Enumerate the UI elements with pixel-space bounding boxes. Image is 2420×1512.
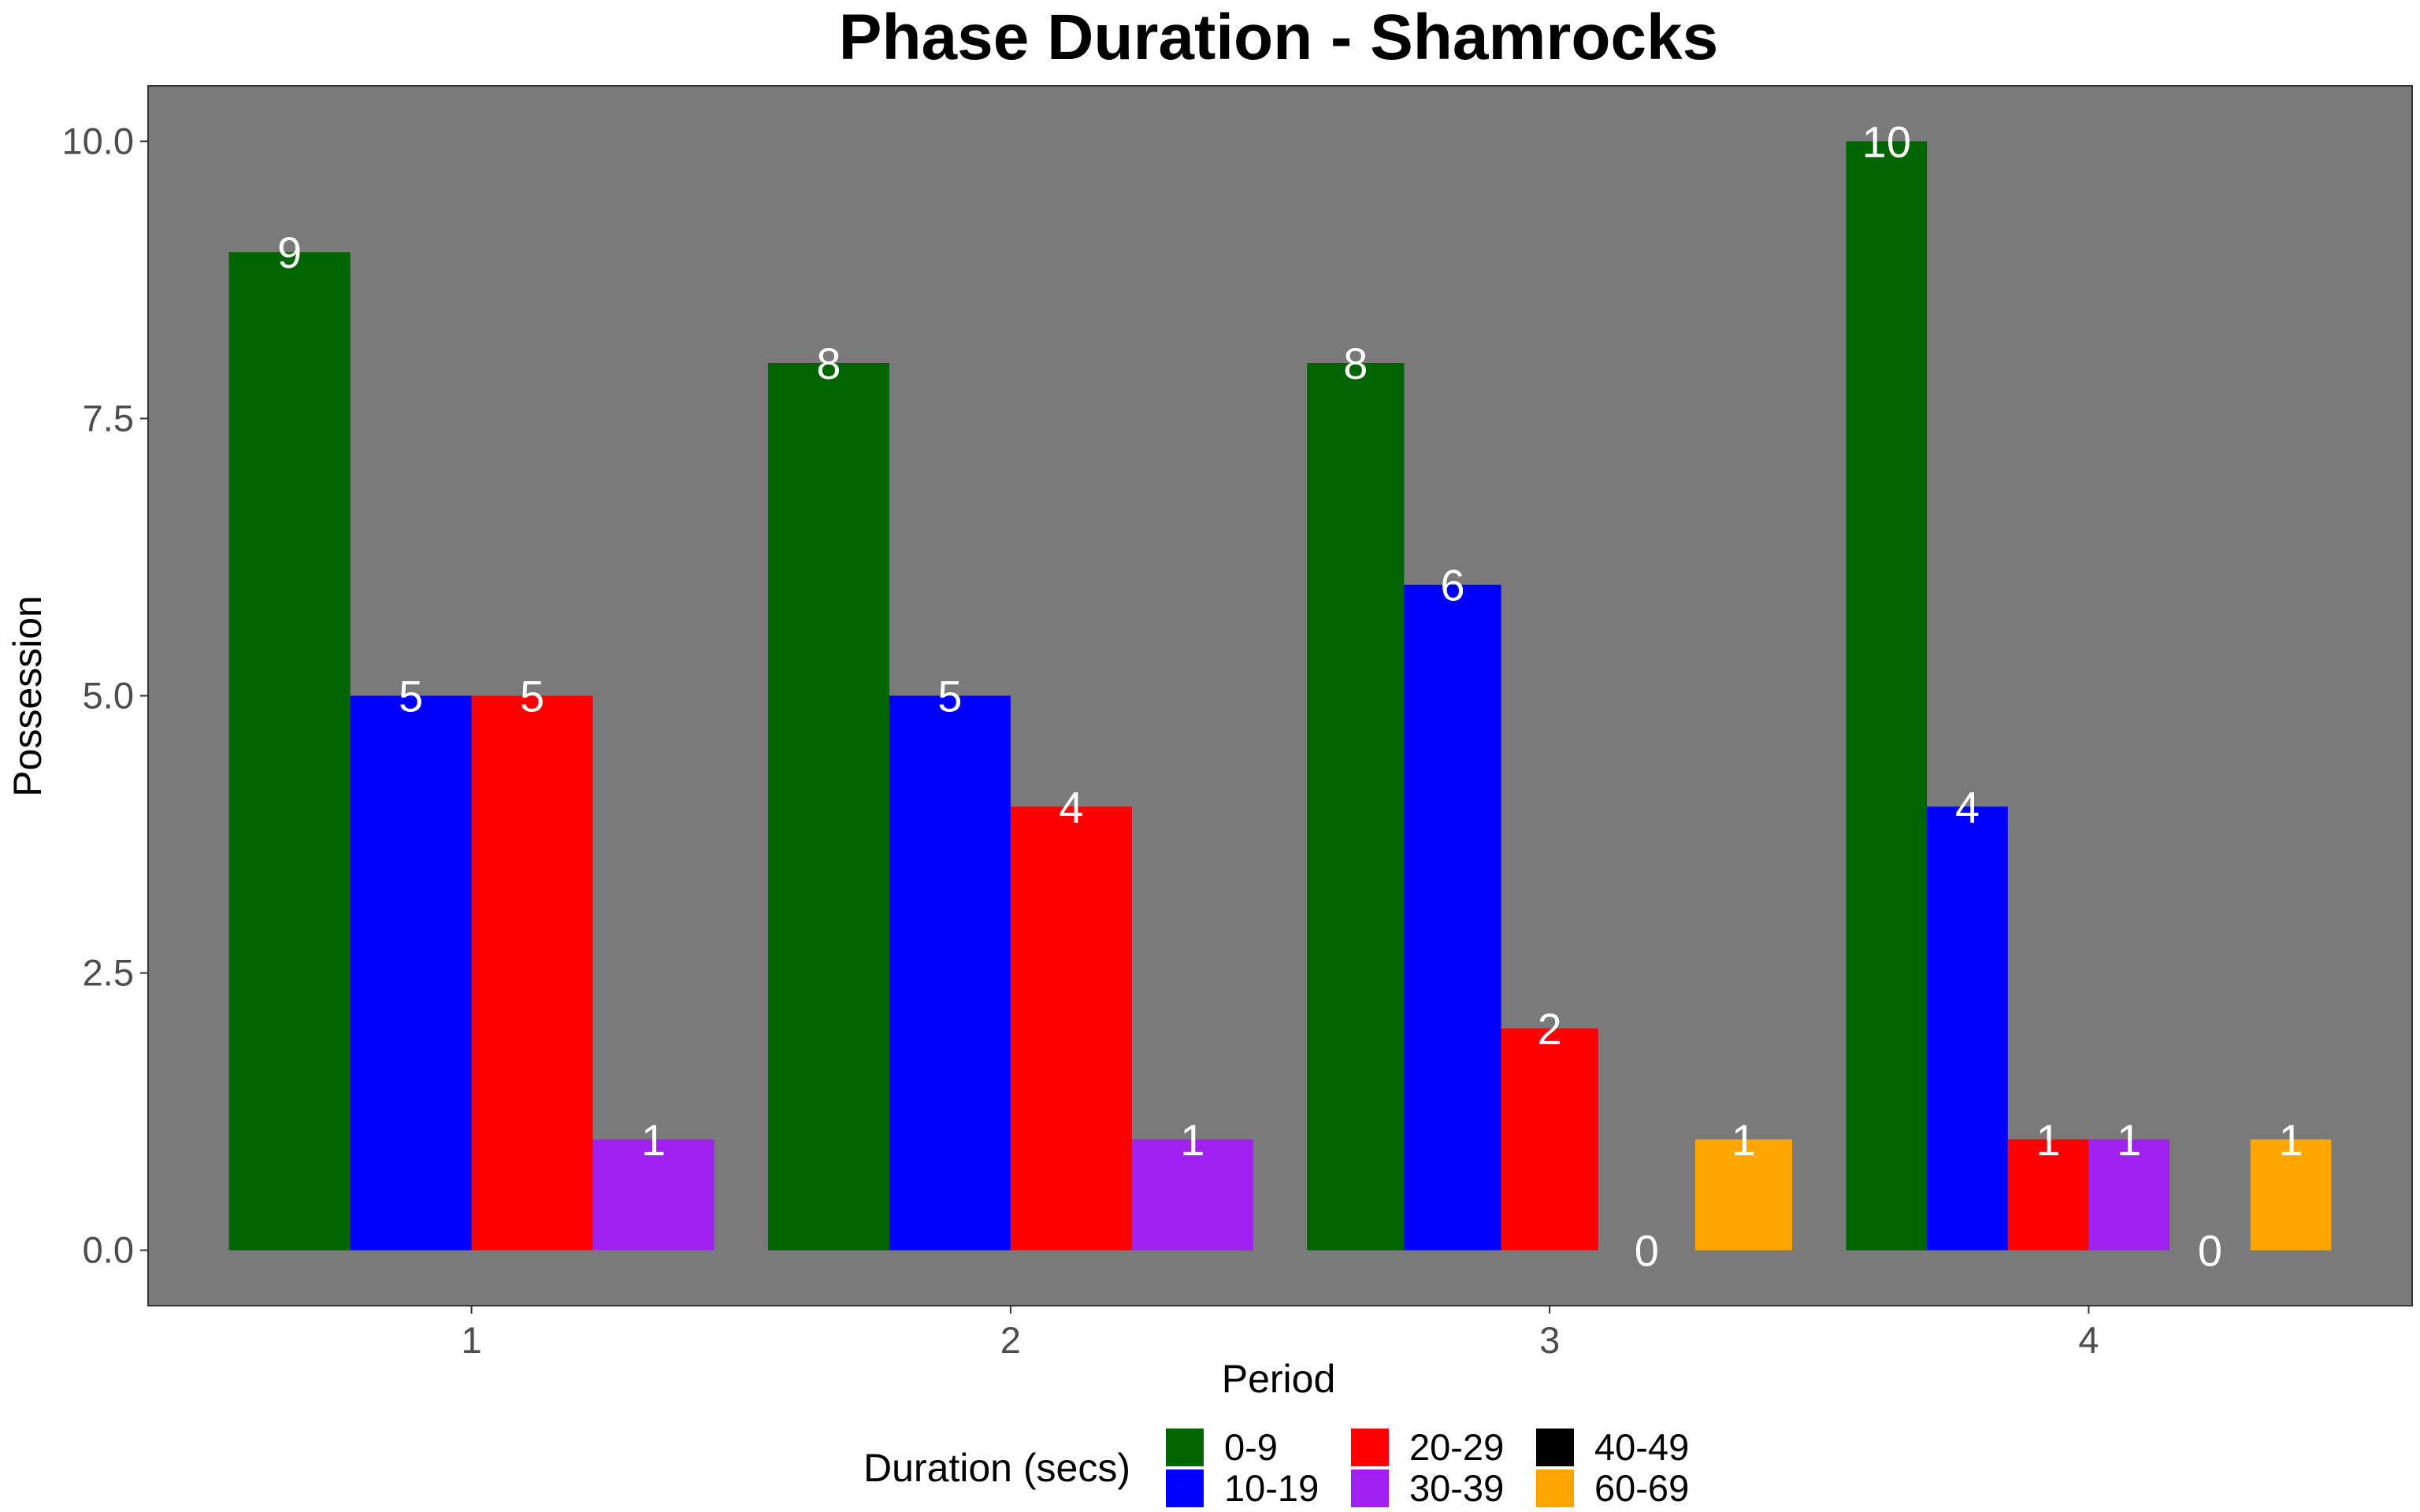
y-tick-label: 2.5 [83, 952, 134, 994]
bar-10-19 [889, 695, 1011, 1251]
bar-value-label: 5 [520, 672, 544, 721]
y-tick-label: 7.5 [83, 397, 134, 439]
bar-30-39 [592, 1139, 714, 1251]
y-axis-title: Possession [6, 595, 50, 797]
bar-value-label: 4 [1955, 782, 1980, 832]
bar-value-label: 1 [641, 1115, 666, 1165]
bar-value-label: 5 [937, 672, 962, 721]
bar-value-label: 0 [2198, 1226, 2222, 1276]
y-tick-label: 10.0 [62, 120, 134, 161]
x-axis-title: Period [1222, 1357, 1336, 1401]
bar-value-label: 9 [277, 228, 302, 277]
x-tick-label: 4 [2078, 1319, 2099, 1361]
bar-20-29 [2007, 1139, 2089, 1251]
bar-0-9 [1846, 141, 1928, 1251]
bar-value-label: 0 [1635, 1226, 1659, 1276]
bar-value-label: 1 [2036, 1115, 2061, 1165]
bar-value-label: 1 [1731, 1115, 1756, 1165]
bar-30-39 [2088, 1139, 2170, 1251]
bar-20-29 [471, 695, 593, 1251]
bar-value-label: 1 [2278, 1115, 2303, 1165]
bars [228, 141, 2332, 1251]
x-axis: 1 2 3 4 [462, 1306, 2099, 1361]
bar-value-label: 8 [1343, 339, 1368, 388]
bar-0-9 [1307, 363, 1405, 1251]
legend-key [1536, 1429, 1574, 1466]
legend-key [1536, 1469, 1574, 1507]
legend-label: 20-29 [1409, 1426, 1504, 1468]
bar-value-label: 1 [2117, 1115, 2141, 1165]
legend-label: 0-9 [1224, 1426, 1278, 1468]
legend-key [1166, 1469, 1204, 1507]
bar-60-69 [2250, 1139, 2332, 1251]
y-tick-label: 5.0 [83, 675, 134, 717]
legend-label: 30-39 [1409, 1467, 1504, 1509]
bar-value-label: 5 [399, 672, 423, 721]
x-tick-label: 2 [1000, 1319, 1021, 1361]
bar-10-19 [350, 695, 472, 1251]
bar-value-label: 4 [1059, 782, 1083, 832]
legend-label: 10-19 [1224, 1467, 1319, 1509]
bar-30-39 [1131, 1139, 1253, 1251]
legend-key [1351, 1429, 1389, 1466]
legend-label: 60-69 [1594, 1467, 1689, 1509]
y-tick-label: 0.0 [83, 1229, 134, 1271]
bar-10-19 [1927, 806, 2008, 1251]
legend-key [1351, 1469, 1389, 1507]
x-tick-label: 3 [1539, 1319, 1560, 1361]
bar-value-label: 10 [1862, 117, 1911, 166]
bar-0-9 [228, 252, 351, 1251]
legend-title: Duration (secs) [863, 1446, 1130, 1490]
bar-0-9 [767, 363, 889, 1251]
bar-10-19 [1404, 584, 1501, 1251]
bar-value-label: 8 [816, 339, 841, 388]
bar-20-29 [1010, 806, 1132, 1251]
bar-60-69 [1694, 1139, 1793, 1251]
bar-value-label: 1 [1180, 1115, 1204, 1165]
bar-20-29 [1501, 1028, 1598, 1251]
chart-title: Phase Duration - Shamrocks [839, 2, 1718, 73]
legend-label: 40-49 [1594, 1426, 1689, 1468]
bar-value-label: 6 [1440, 561, 1464, 610]
legend-key [1166, 1429, 1204, 1466]
bar-value-label: 2 [1538, 1004, 1562, 1054]
x-tick-label: 1 [462, 1319, 482, 1361]
y-axis: 0.0 2.5 5.0 7.5 10.0 [62, 120, 148, 1271]
